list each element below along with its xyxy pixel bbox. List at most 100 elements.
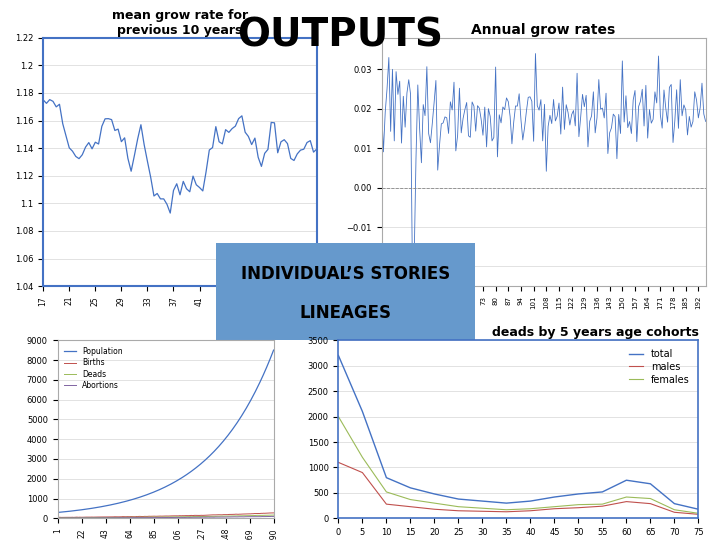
Deads [77,515,86,521]
Births [55,514,63,521]
Deads [120,514,128,521]
Births [77,514,86,521]
Deads [267,512,276,518]
Births [116,514,125,520]
Title: Annual grow rates: Annual grow rates [472,23,616,37]
total [526,498,535,504]
males [622,498,631,505]
Line: females: females [338,416,698,514]
total [622,477,631,483]
males [694,511,703,517]
total [574,491,582,497]
females [526,505,535,512]
Births [120,514,128,520]
Legend: total, males, females: total, males, females [625,345,693,389]
females [670,507,679,513]
females [454,503,463,510]
Line: males: males [338,462,698,514]
Population [104,502,112,509]
males [526,508,535,514]
males [478,508,487,515]
Text: OUTPUTS: OUTPUTS [238,16,444,54]
Abortions [53,515,62,521]
Deads [269,512,278,518]
Births [104,514,113,520]
females [598,501,607,508]
females [430,500,438,507]
Population [53,509,62,516]
Text: LINEAGES: LINEAGES [300,304,392,322]
Abortions [153,515,161,521]
Abortions [77,515,86,521]
males [574,504,582,511]
females [502,507,510,513]
females [550,503,559,510]
Population [115,500,124,506]
total [454,496,463,502]
Births [269,510,278,516]
males [646,501,654,507]
females [358,454,366,461]
total [406,484,415,491]
Line: Abortions: Abortions [58,516,274,518]
males [502,509,510,515]
females [406,496,415,503]
Legend: Population, Births, Deads, Abortions: Population, Births, Deads, Abortions [61,344,126,393]
total [502,500,510,507]
males [406,503,415,510]
Line: Births: Births [58,513,274,517]
males [454,508,463,514]
Title: mean grow rate for
previous 10 years: mean grow rate for previous 10 years [112,9,248,37]
males [670,509,679,516]
Population [152,488,161,495]
Population [76,507,85,513]
total [550,494,559,500]
Deads [104,514,113,521]
Text: INDIVIDUAL’S STORIES: INDIVIDUAL’S STORIES [241,265,450,283]
males [334,459,343,465]
total [382,475,391,481]
Deads [116,514,125,521]
females [646,495,654,502]
males [358,469,366,476]
Line: total: total [338,355,698,509]
Births [153,513,161,519]
Deads [163,514,171,520]
females [334,413,343,420]
Births [53,514,62,521]
Text: deads by 5 years age cohorts: deads by 5 years age cohorts [492,326,698,339]
Abortions [104,515,113,521]
males [598,503,607,509]
females [574,502,582,508]
Population [118,499,127,505]
total [694,506,703,512]
females [382,489,391,495]
total [598,489,607,495]
total [670,501,679,507]
Deads [153,514,161,521]
females [622,494,631,500]
Population [162,483,171,490]
Abortions [63,515,71,521]
males [430,506,438,512]
Abortions [120,515,128,521]
males [550,505,559,512]
Births [163,513,171,519]
Population [269,347,278,353]
Line: Deads: Deads [58,515,274,518]
Abortions [267,513,276,519]
Line: Population: Population [58,350,274,512]
males [382,501,391,508]
total [646,481,654,487]
Abortions [163,514,171,521]
total [358,408,366,415]
total [430,491,438,497]
total [478,498,487,504]
Abortions [116,515,125,521]
females [694,510,703,517]
Deads [58,515,66,521]
females [478,505,487,511]
Abortions [269,513,278,519]
Deads [53,515,62,521]
total [334,352,343,359]
